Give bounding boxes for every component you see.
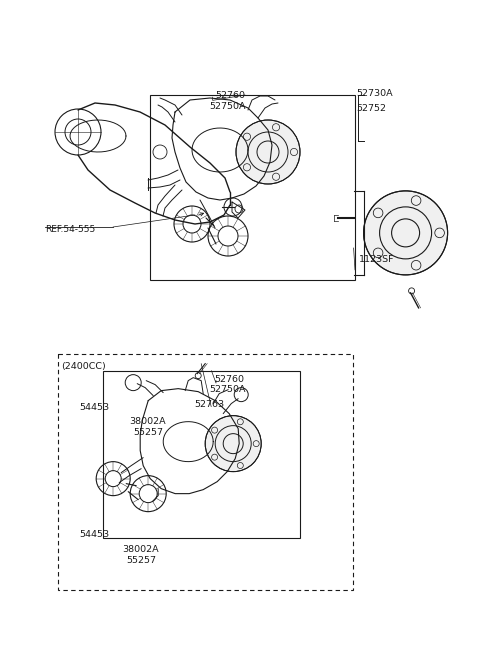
Text: 54453: 54453 xyxy=(79,403,109,413)
Bar xyxy=(103,371,300,538)
Text: 52760: 52760 xyxy=(215,91,245,100)
Text: 52752: 52752 xyxy=(356,104,386,113)
Text: 38002A: 38002A xyxy=(122,545,159,554)
Text: 52730A: 52730A xyxy=(356,89,393,98)
Circle shape xyxy=(236,120,300,184)
Text: 54453: 54453 xyxy=(79,530,109,539)
Text: 52750A: 52750A xyxy=(209,102,246,111)
Text: REF.54-555: REF.54-555 xyxy=(45,225,95,234)
Bar xyxy=(150,95,355,280)
Text: 52750A: 52750A xyxy=(209,385,245,394)
Text: 1123SF: 1123SF xyxy=(359,255,395,264)
Circle shape xyxy=(205,416,261,472)
Text: 52760: 52760 xyxy=(215,375,244,384)
Text: 38002A: 38002A xyxy=(130,417,166,426)
Bar xyxy=(58,354,353,590)
Text: 52763: 52763 xyxy=(194,400,225,409)
Circle shape xyxy=(364,191,447,275)
Text: 55257: 55257 xyxy=(133,428,163,437)
Text: (2400CC): (2400CC) xyxy=(61,362,106,371)
Text: 55257: 55257 xyxy=(126,556,156,565)
